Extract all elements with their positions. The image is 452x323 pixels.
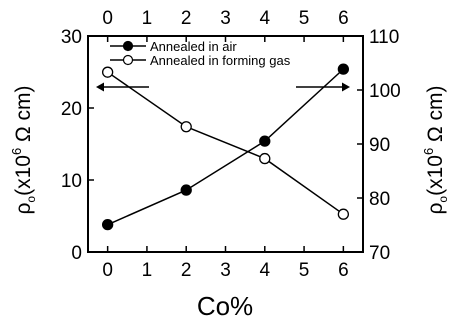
legend: Annealed in air Annealed in forming gas bbox=[110, 39, 291, 68]
left-tick-label: 10 bbox=[61, 171, 82, 192]
top-tick-label: 2 bbox=[181, 8, 192, 29]
right-tick-label: 90 bbox=[369, 135, 390, 156]
y-right-axis-title: ρo(x106 Ω cm) bbox=[421, 85, 450, 214]
bottom-tick-label: 4 bbox=[259, 260, 270, 281]
bottom-tick-label: 3 bbox=[220, 260, 231, 281]
left-tick-label: 0 bbox=[71, 243, 82, 264]
legend-marker-air bbox=[122, 40, 134, 52]
series-point-0 bbox=[101, 218, 114, 231]
axis-arrow-left bbox=[96, 82, 149, 92]
right-tick-label: 70 bbox=[369, 243, 390, 264]
right-axis: 70 80 90 100 110 bbox=[357, 27, 401, 264]
series-point-0 bbox=[337, 63, 350, 75]
series-point-0 bbox=[259, 135, 271, 147]
series-line-1 bbox=[107, 71, 344, 215]
y-left-axis-title: ρo(x106 Ω cm) bbox=[9, 85, 38, 214]
series-point-1 bbox=[101, 66, 114, 78]
right-tick-label: 110 bbox=[369, 27, 399, 48]
left-tick-label: 30 bbox=[61, 27, 82, 48]
axis-arrow-right bbox=[296, 82, 350, 92]
top-axis: 0 1 2 3 4 5 6 bbox=[102, 8, 349, 42]
top-tick-label: 5 bbox=[299, 8, 310, 29]
top-tick-label: 6 bbox=[338, 8, 349, 29]
top-tick-label: 3 bbox=[220, 8, 231, 29]
legend-label-air: Annealed in air bbox=[150, 39, 237, 54]
legend-marker-forming-gas bbox=[122, 54, 134, 66]
bottom-tick-label: 6 bbox=[338, 260, 349, 281]
series-layer bbox=[101, 63, 350, 231]
right-tick-label: 80 bbox=[369, 189, 390, 210]
series-point-1 bbox=[259, 152, 271, 165]
top-tick-label: 4 bbox=[259, 8, 270, 29]
bottom-axis: 0 1 2 3 4 5 6 bbox=[102, 246, 349, 281]
left-axis: 0 10 20 30 bbox=[61, 27, 94, 264]
x-axis-title: Co% bbox=[197, 291, 253, 321]
right-tick-label: 100 bbox=[369, 81, 401, 102]
legend-label-forming-gas: Annealed in forming gas bbox=[150, 53, 291, 68]
plot-frame bbox=[87, 35, 364, 253]
series-point-1 bbox=[337, 208, 350, 220]
series-point-1 bbox=[180, 121, 192, 133]
series-point-0 bbox=[180, 184, 192, 196]
top-tick-label: 1 bbox=[142, 8, 153, 29]
bottom-tick-label: 5 bbox=[299, 260, 310, 281]
bottom-tick-label: 0 bbox=[102, 260, 113, 281]
bottom-tick-label: 1 bbox=[142, 260, 153, 281]
left-tick-label: 20 bbox=[61, 99, 82, 120]
series-line-0 bbox=[107, 68, 344, 226]
bottom-tick-label: 2 bbox=[181, 260, 192, 281]
top-tick-label: 0 bbox=[102, 8, 113, 29]
